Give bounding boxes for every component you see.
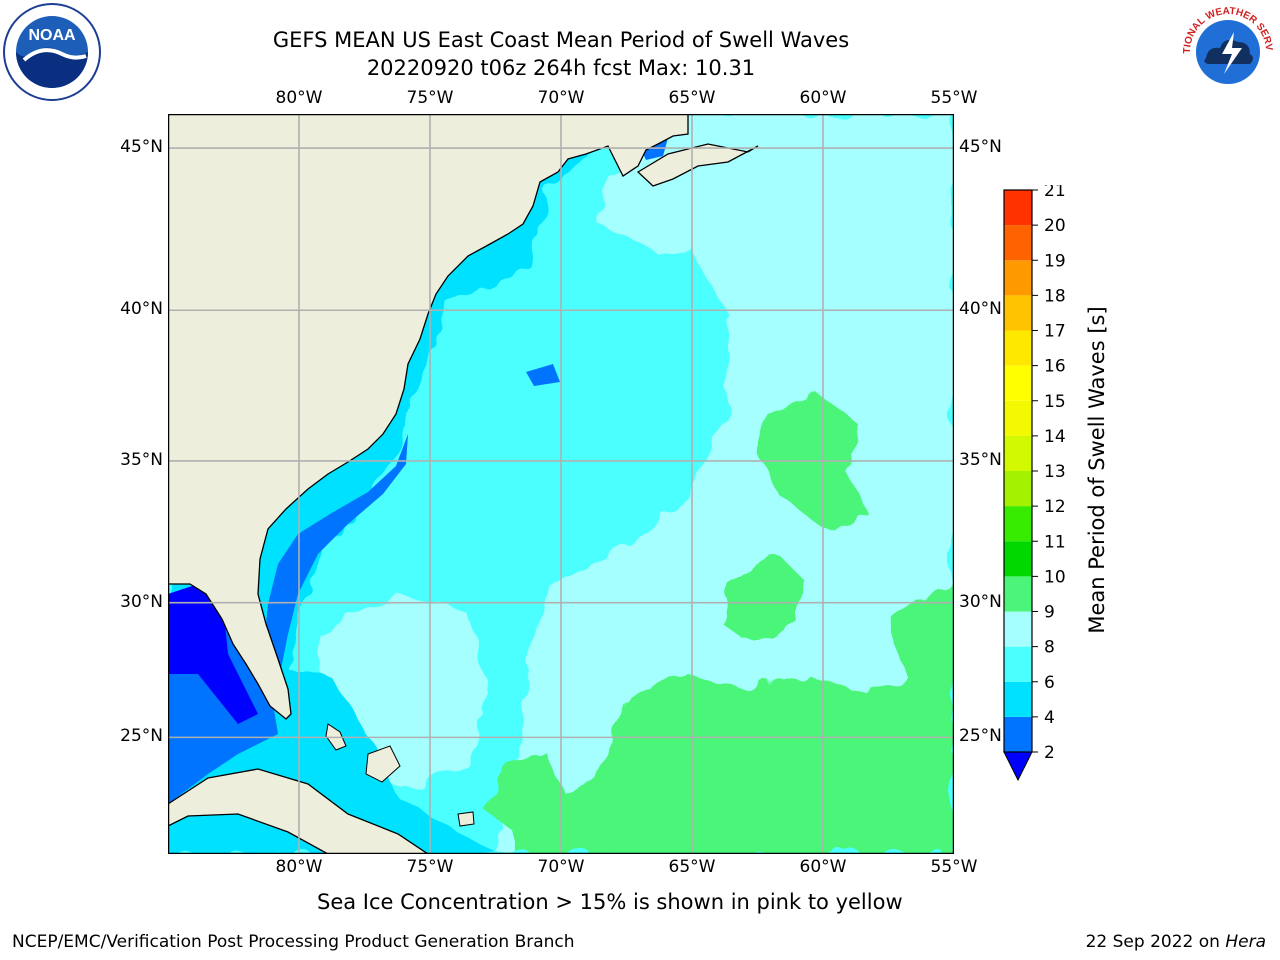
lon-label-bottom: 55°W [930, 857, 978, 877]
graticule [168, 114, 954, 854]
colorbar-tick-label: 14 [1044, 427, 1066, 447]
lon-label-bottom: 70°W [537, 857, 585, 877]
land-nova-scotia [636, 143, 759, 187]
lat-label-right: 45°N [959, 137, 1002, 158]
colorbar-label: Mean Period of Swell Waves [s] [1085, 306, 1109, 634]
lat-label-left: 30°N [120, 591, 163, 612]
swell-field-8-9s [498, 114, 954, 854]
lat-label-right: 30°N [959, 591, 1002, 612]
map-panel [168, 114, 954, 854]
colorbar-box [1004, 260, 1032, 296]
lon-label-bottom: 75°W [406, 857, 454, 877]
lon-label-top: 70°W [537, 88, 585, 108]
nws-logo: NATIONAL WEATHER SERVICE [1178, 2, 1276, 100]
colorbar-box [1004, 295, 1032, 331]
colorbar-box [1004, 225, 1032, 261]
colorbar-box [1004, 541, 1032, 577]
colorbar-tick-label: 13 [1044, 462, 1066, 482]
colorbar-tick-label: 21 [1044, 185, 1066, 201]
lon-label-top: 60°W [799, 88, 847, 108]
lat-label-left: 25°N [120, 726, 163, 747]
land-cuba [168, 768, 430, 854]
colorbar-box [1004, 681, 1032, 717]
colorbar-tick-label: 9 [1044, 603, 1055, 623]
swell-field-9-10s-east [758, 394, 868, 524]
noaa-logo-text: NOAA [28, 27, 76, 44]
colorbar-box [1004, 190, 1032, 226]
colorbar-box [1004, 330, 1032, 366]
lon-label-top: 80°W [275, 88, 323, 108]
colorbar-box [1004, 646, 1032, 682]
swell-field-lt2-gulf [168, 584, 258, 724]
colorbar-tick-label: 10 [1044, 567, 1066, 587]
colorbar-tick-label: 4 [1044, 708, 1055, 728]
colorbar-tick-label: 16 [1044, 357, 1066, 377]
colorbar-tick-label: 17 [1044, 322, 1066, 342]
generation-date: 22 Sep 2022 on Hera [1086, 932, 1266, 952]
colorbar-box [1004, 471, 1032, 507]
colorbar-tick-label: 11 [1044, 532, 1066, 552]
lon-label-top: 75°W [406, 88, 454, 108]
colorbar-box [1004, 365, 1032, 401]
colorbar-tick-label: 15 [1044, 392, 1066, 412]
colorbar-tick-label: 2 [1044, 743, 1055, 763]
title-line-1: GEFS MEAN US East Coast Mean Period of S… [272, 28, 850, 52]
title-line-2: 20220920 t06z 264h fcst Max: 10.31 [366, 56, 756, 80]
colorbar-box [1004, 506, 1032, 542]
lon-label-top: 65°W [668, 88, 716, 108]
lat-label-right: 35°N [959, 449, 1002, 470]
colorbar-box [1004, 611, 1032, 647]
sea-ice-note: Sea Ice Concentration > 15% is shown in … [317, 890, 903, 914]
land-island-small [457, 811, 475, 827]
swell-field-2-4s-southeast [263, 434, 408, 674]
colorbar-tick-label: 20 [1044, 216, 1066, 236]
colorbar-tick-label: 8 [1044, 638, 1055, 658]
colorbar-tick-label: 12 [1044, 497, 1066, 517]
chart-title: GEFS MEAN US East Coast Mean Period of S… [0, 26, 1122, 82]
swell-field-9-10s-west [488, 754, 568, 834]
lat-label-left: 35°N [120, 449, 163, 470]
lon-label-bottom: 60°W [799, 857, 847, 877]
lat-label-left: 45°N [120, 137, 163, 158]
host-name: Hera [1225, 932, 1266, 952]
map-border [168, 114, 954, 854]
colorbar-box [1004, 576, 1032, 612]
date-prefix: 22 Sep 2022 on [1085, 932, 1226, 952]
swell-field-9-10s-mid [718, 554, 808, 644]
colorbar-tick-label: 6 [1044, 673, 1055, 693]
lon-label-bottom: 80°W [275, 857, 323, 877]
lat-label-left: 40°N [120, 299, 163, 320]
lat-label-right: 40°N [959, 299, 1002, 320]
colorbar-box [1004, 435, 1032, 471]
swell-field-2-4s-patch [526, 364, 560, 386]
colorbar-tick-label: 18 [1044, 286, 1066, 306]
colorbar-box [1004, 716, 1032, 752]
noaa-logo: NOAA [3, 3, 101, 101]
lat-label-right: 25°N [959, 726, 1002, 747]
colorbar: 2 4 6 8 9 10 11 12 13 14 15 16 17 18 19 20 21 [1003, 185, 1066, 782]
colorbar-extend-min [1003, 751, 1033, 782]
swell-field-9-10s-south [508, 644, 954, 854]
land-us-east-coast [168, 114, 689, 720]
swell-field-8-9s-north [598, 154, 748, 254]
colorbar-box [1004, 400, 1032, 436]
swell-field-9-10s-far-east [888, 584, 954, 684]
lon-label-top: 55°W [930, 88, 978, 108]
lon-label-bottom: 65°W [668, 857, 716, 877]
land-bahamas-2 [365, 745, 401, 783]
credit-text: NCEP/EMC/Verification Post Processing Pr… [12, 932, 575, 952]
colorbar-tick-label: 19 [1044, 251, 1066, 271]
